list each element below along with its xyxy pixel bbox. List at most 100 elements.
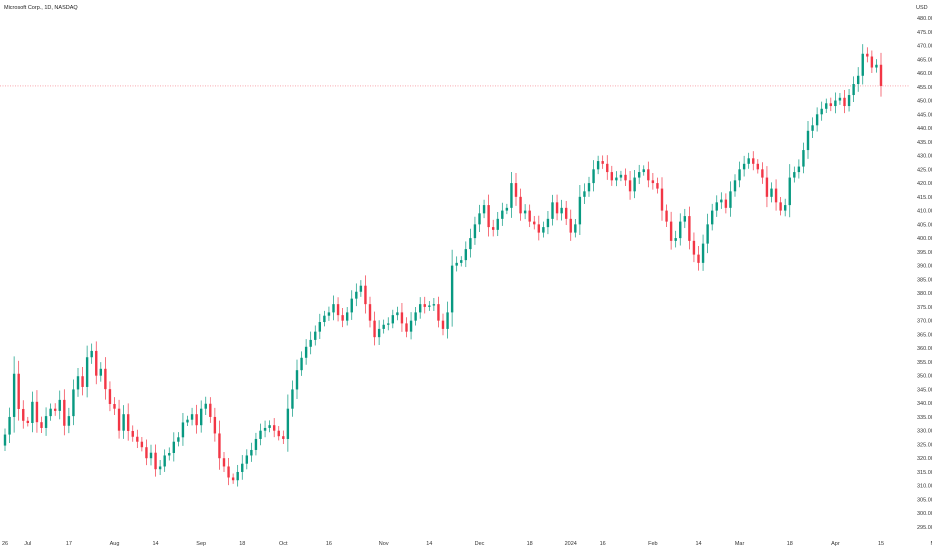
- candle: [254, 432, 258, 456]
- candle: [49, 403, 52, 421]
- candle: [761, 162, 764, 184]
- candle: [788, 164, 791, 218]
- candle: [145, 439, 148, 466]
- y-tick-label: 395.00: [917, 250, 932, 256]
- candle: [852, 76, 855, 102]
- candle: [574, 218, 577, 238]
- y-tick-label: 420.00: [917, 181, 932, 187]
- candle: [815, 107, 819, 132]
- candle: [615, 171, 618, 187]
- candle: [829, 97, 833, 112]
- candle: [63, 389, 66, 436]
- candle: [533, 215, 536, 230]
- candle: [637, 164, 641, 185]
- candle: [204, 396, 207, 416]
- x-tick-label: 26: [2, 541, 8, 547]
- candle: [405, 317, 408, 338]
- candle: [355, 283, 358, 307]
- y-tick-label: 460.00: [917, 71, 932, 77]
- candle: [209, 397, 212, 423]
- y-tick-label: 300.00: [917, 511, 932, 517]
- candle: [624, 168, 627, 187]
- candle: [505, 203, 509, 215]
- candle: [168, 447, 171, 461]
- candle: [259, 423, 262, 446]
- candle: [304, 339, 308, 365]
- candle: [469, 228, 472, 258]
- candle: [272, 418, 276, 438]
- candle: [729, 181, 732, 217]
- x-tick-label: Nov: [379, 541, 389, 547]
- candle: [104, 357, 107, 400]
- candle: [163, 449, 166, 472]
- candle: [688, 206, 691, 250]
- candle: [241, 455, 244, 480]
- candle: [81, 366, 84, 396]
- candles: [3, 44, 883, 487]
- y-tick-label: 375.00: [917, 305, 932, 311]
- candle: [282, 430, 285, 445]
- candle: [450, 249, 454, 327]
- y-tick-label: 365.00: [917, 332, 932, 338]
- candle: [610, 165, 614, 186]
- candle: [464, 241, 468, 268]
- candle: [277, 426, 280, 441]
- candle: [619, 170, 623, 182]
- candle: [446, 301, 449, 339]
- candle: [802, 142, 805, 174]
- candle: [692, 232, 696, 263]
- candle: [519, 188, 522, 221]
- candle: [190, 407, 194, 426]
- x-tick-label: Jul: [24, 541, 31, 547]
- y-tick-label: 350.00: [917, 374, 932, 380]
- candle: [286, 394, 290, 452]
- candle: [797, 159, 801, 179]
- x-tick-label: 18: [787, 541, 793, 547]
- candle: [587, 176, 591, 197]
- candle: [409, 312, 413, 340]
- candle: [861, 44, 864, 85]
- candle: [373, 311, 376, 346]
- candle: [149, 444, 153, 466]
- candle: [606, 155, 609, 180]
- x-tick-label: Mar: [735, 541, 745, 547]
- candle: [17, 360, 20, 421]
- y-tick-label: 450.00: [917, 99, 932, 105]
- x-tick-label: 14: [695, 541, 701, 547]
- candle: [245, 449, 249, 470]
- y-tick-label: 430.00: [917, 154, 932, 160]
- y-tick-label: 480.00: [917, 16, 932, 22]
- y-tick-label: 475.00: [917, 30, 932, 36]
- candle: [314, 325, 317, 346]
- candle: [701, 234, 705, 271]
- y-tick-label: 345.00: [917, 387, 932, 393]
- candle: [31, 391, 34, 433]
- x-tick-label: 16: [326, 541, 332, 547]
- candle: [3, 428, 7, 452]
- y-tick-label: 425.00: [917, 167, 932, 173]
- y-tick-label: 340.00: [917, 401, 932, 407]
- candle: [793, 166, 796, 183]
- y-tick-label: 305.00: [917, 497, 932, 503]
- candle: [418, 297, 422, 319]
- candle: [364, 275, 367, 314]
- y-tick-label: 315.00: [917, 470, 932, 476]
- candle: [834, 92, 837, 114]
- candle: [122, 405, 125, 439]
- candle: [592, 160, 595, 192]
- candle: [875, 59, 878, 73]
- y-tick-label: 415.00: [917, 195, 932, 201]
- candle: [742, 155, 746, 177]
- candle: [35, 390, 39, 433]
- candle: [765, 166, 769, 208]
- candle: [154, 444, 157, 477]
- candle: [596, 155, 600, 175]
- y-tick-label: 320.00: [917, 456, 932, 462]
- candle: [12, 356, 16, 433]
- candle: [8, 407, 11, 443]
- candle: [99, 362, 103, 382]
- candle: [856, 67, 860, 92]
- candle: [542, 221, 545, 238]
- candle: [250, 442, 253, 462]
